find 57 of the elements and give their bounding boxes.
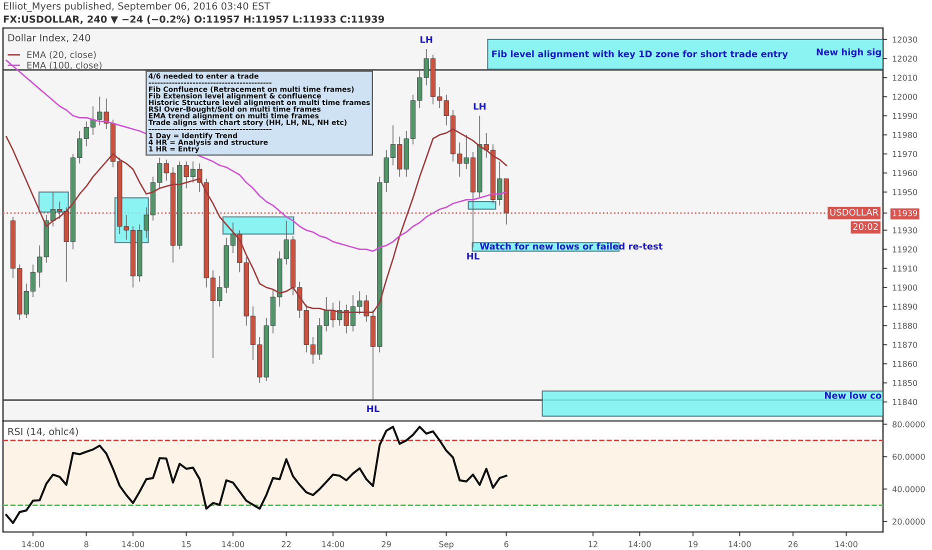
annotation: LH bbox=[420, 36, 432, 43]
y-tick-label: 11910 bbox=[892, 265, 918, 272]
legend-label: EMA (100, close) bbox=[27, 62, 102, 70]
y-tick-label: 11840 bbox=[892, 399, 918, 406]
x-tick-label: 22 bbox=[282, 541, 291, 548]
y-tick-label: 40.0000 bbox=[892, 486, 925, 492]
x-tick-label: 14:00 bbox=[628, 541, 651, 548]
x-tick-label: 6 bbox=[504, 541, 508, 548]
legend-label: EMA (20, close) bbox=[27, 51, 96, 60]
ref-line-label: USDOLLAR bbox=[830, 208, 878, 216]
chart-title: FX:USDOLLAR, 240 ▼ −24 (−0.2%) O:11957 H:11957 L:11933 C:11939 bbox=[4, 15, 384, 24]
x-tick-label: 14:00 bbox=[22, 541, 44, 548]
y-tick-label: 11960 bbox=[892, 170, 918, 176]
y-tick-label: 60.0000 bbox=[892, 454, 925, 460]
y-tick-label: 11850 bbox=[892, 380, 918, 386]
annotation: New high sig bbox=[816, 48, 881, 58]
y-tick-label: 11939 bbox=[892, 210, 918, 216]
annotation: LH bbox=[474, 103, 486, 110]
line-series bbox=[5, 426, 508, 524]
x-tick-label: 29 bbox=[382, 541, 391, 548]
y-tick-label: 11860 bbox=[892, 360, 918, 367]
x-tick-label: 14:00 bbox=[322, 541, 344, 548]
y-tick-label: 11950 bbox=[892, 189, 918, 196]
x-tick-label: 14:00 bbox=[836, 541, 858, 548]
annotation: HL bbox=[367, 405, 380, 412]
y-tick-label: 11890 bbox=[892, 304, 918, 310]
annotation: New low co bbox=[825, 392, 882, 399]
y-tick-label: 11870 bbox=[892, 342, 918, 348]
annotation: Fib level alignment with key 1D zone for short trade entry bbox=[492, 50, 788, 60]
y-tick-label: 11930 bbox=[892, 227, 918, 234]
annotation: HL bbox=[467, 252, 480, 260]
y-tick-label: 20.0000 bbox=[892, 518, 925, 525]
annotation: Watch for new lows or failed re-test bbox=[480, 242, 663, 250]
y-tick-label: 12030 bbox=[892, 36, 918, 43]
text: Dollar Index, 240 bbox=[8, 34, 90, 42]
x-tick-label: 8 bbox=[84, 541, 88, 548]
y-tick-label: 11970 bbox=[892, 150, 918, 158]
x-tick-label: 12 bbox=[588, 541, 598, 548]
x-tick-label: 19 bbox=[688, 541, 698, 548]
y-tick-label: 11900 bbox=[892, 284, 918, 291]
y-tick-label: 11980 bbox=[892, 132, 918, 138]
y-tick-label: 80.0000 bbox=[892, 421, 925, 428]
x-tick-label: Sep bbox=[439, 541, 454, 549]
x-tick-label: 14:00 bbox=[728, 541, 751, 548]
y-tick-label: 11990 bbox=[892, 112, 918, 119]
text: Elliot_Myers published, September 06, 2016 03:40 EST bbox=[4, 2, 270, 12]
x-tick-label: 26 bbox=[788, 541, 798, 548]
y-tick-label: 12020 bbox=[892, 56, 918, 62]
x-tick-label: 15 bbox=[182, 541, 191, 548]
y-tick-label: 12000 bbox=[892, 94, 918, 100]
text: RSI (14, ohlc4) bbox=[8, 428, 78, 436]
x-tick-label: 14:00 bbox=[222, 541, 244, 548]
y-tick-label: 12010 bbox=[892, 74, 918, 81]
y-tick-label: 11880 bbox=[892, 322, 918, 329]
y-tick-label: 11920 bbox=[892, 246, 918, 252]
x-tick-label: 14:00 bbox=[122, 541, 144, 548]
annotation: 20:02 bbox=[853, 223, 878, 230]
